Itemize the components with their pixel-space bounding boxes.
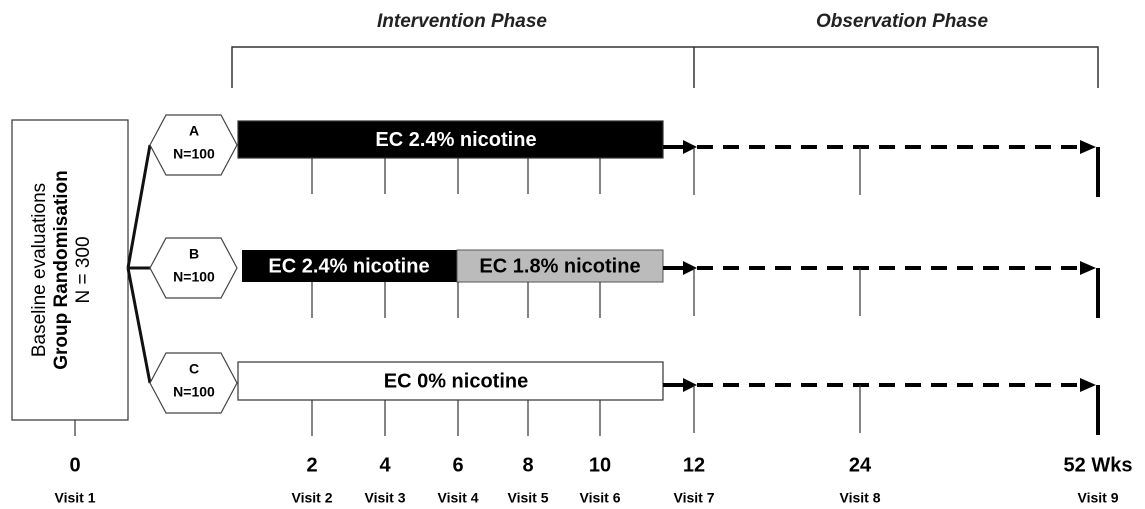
group-label: C (189, 361, 199, 377)
visit-label: Visit 1 (55, 490, 96, 506)
week-label: 2 (306, 454, 317, 476)
week-label: 0 (69, 454, 80, 476)
week-label: 8 (522, 454, 533, 476)
visit-label: Visit 2 (292, 490, 333, 506)
visit-label: Visit 6 (580, 490, 621, 506)
week-label: 10 (589, 454, 611, 476)
baseline-text: Baseline evaluations Group Randomisation… (29, 170, 94, 370)
baseline-line: Baseline evaluations (29, 183, 50, 357)
arrow-head (683, 140, 697, 154)
treatment-label: EC 1.8% nicotine (479, 255, 640, 277)
treatment-bar (456, 249, 664, 283)
treatment-label: EC 0% nicotine (384, 370, 528, 392)
week-label: 52 Wks (1064, 454, 1133, 476)
arrow-head (683, 261, 697, 275)
arrow-head (1080, 140, 1096, 154)
treatment-label: EC 2.4% nicotine (268, 255, 429, 277)
bracket-line (231, 46, 1099, 88)
treatment-label: EC 2.4% nicotine (375, 129, 536, 151)
visit-label: Visit 4 (438, 490, 479, 506)
baseline-line: N = 300 (73, 236, 94, 303)
group-hexagon (149, 237, 238, 299)
arrow-head (1080, 378, 1096, 392)
visit-label: Visit 3 (365, 490, 406, 506)
phase-label: Observation Phase (816, 11, 989, 32)
branch-line (126, 267, 152, 384)
group-n: N=100 (173, 269, 215, 285)
week-label: 6 (452, 454, 463, 476)
group-label: A (189, 123, 199, 139)
arrow-head (683, 378, 697, 392)
week-label: 24 (849, 454, 872, 476)
phase-label: Intervention Phase (377, 11, 547, 32)
week-label: 4 (379, 454, 391, 476)
branch-line (126, 144, 152, 269)
treatment-bar (237, 361, 664, 401)
baseline-box (11, 119, 129, 421)
group-n: N=100 (173, 384, 215, 400)
treatment-bar (242, 250, 457, 282)
visit-label: Visit 8 (840, 490, 881, 506)
visit-label: Visit 7 (674, 490, 715, 506)
group-hexagon (149, 352, 238, 414)
arrow-head (1080, 261, 1096, 275)
group-n: N=100 (173, 146, 215, 162)
week-label: 12 (683, 454, 705, 476)
treatment-bar (237, 120, 664, 159)
visit-label: Visit 9 (1078, 490, 1119, 506)
group-label: B (189, 246, 199, 262)
group-hexagon (149, 114, 238, 176)
visit-label: Visit 5 (508, 490, 549, 506)
baseline-line: Group Randomisation (51, 170, 72, 370)
phase-bracket (231, 46, 1099, 88)
